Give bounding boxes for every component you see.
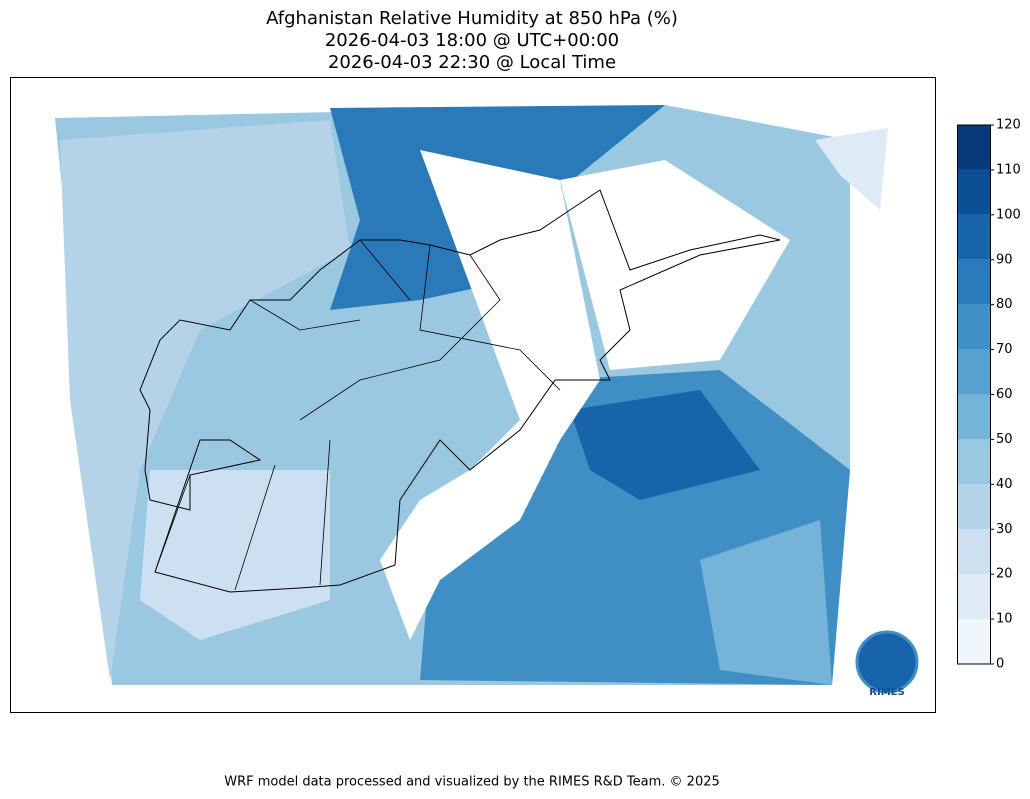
colorbar-segment (957, 304, 990, 350)
field-zone (700, 520, 832, 685)
title-line: 2026-04-03 22:30 @ Local Time (328, 52, 616, 73)
colorbar-tick-label: 70 (996, 342, 1013, 357)
colorbar-segment (957, 619, 990, 664)
colorbar-segment (957, 529, 990, 575)
country-border (139, 189, 781, 593)
colorbar-segment (957, 214, 990, 260)
field-zone (140, 470, 330, 640)
field-zone (570, 390, 760, 500)
colorbar-tick-label: 30 (996, 522, 1013, 537)
colorbar-segment (957, 349, 990, 395)
colorbar-tick-label: 120 (996, 118, 1021, 133)
colorbar-segment (957, 439, 990, 485)
colorbar-tick-label: 80 (996, 297, 1013, 312)
colorbar-segment (957, 259, 990, 305)
colorbar-tick-label: 110 (996, 162, 1021, 177)
colorbar-tick-label: 40 (996, 477, 1013, 492)
logo: RIMES (855, 630, 919, 698)
no-data (380, 150, 600, 640)
no-data (560, 160, 790, 370)
colorbar-tick-label: 10 (996, 612, 1013, 627)
colorbar-tick-label: 0 (996, 657, 1004, 672)
colorbar-segment (957, 169, 990, 215)
colorbar: 0 10 20 30 40 50 60 70 80 90 100 110 120 (957, 118, 1021, 672)
province-borders (154, 239, 561, 591)
title-line: 2026-04-03 18:00 @ UTC+00:00 (325, 30, 619, 51)
footer: WRF model data processed and visualized … (224, 775, 720, 790)
colorbar-segment (957, 574, 990, 620)
logo-text: RIMES (869, 687, 904, 698)
title-line: Afghanistan Relative Humidity at 850 hPa… (266, 8, 678, 29)
colorbar-tick-label: 60 (996, 387, 1013, 402)
map (55, 105, 888, 685)
field-zone (60, 120, 350, 680)
colorbar-tick-label: 20 (996, 567, 1013, 582)
colorbar-segment (957, 125, 990, 170)
colorbar-segment (957, 394, 990, 440)
logo-emblem (855, 630, 919, 694)
map-frame (10, 77, 936, 713)
colorbar-tick-label: 50 (996, 432, 1013, 447)
field-zone (815, 128, 888, 210)
colorbar-tick-label: 90 (996, 252, 1013, 267)
colorbar-tick-label: 100 (996, 207, 1021, 222)
colorbar-segment (957, 484, 990, 530)
